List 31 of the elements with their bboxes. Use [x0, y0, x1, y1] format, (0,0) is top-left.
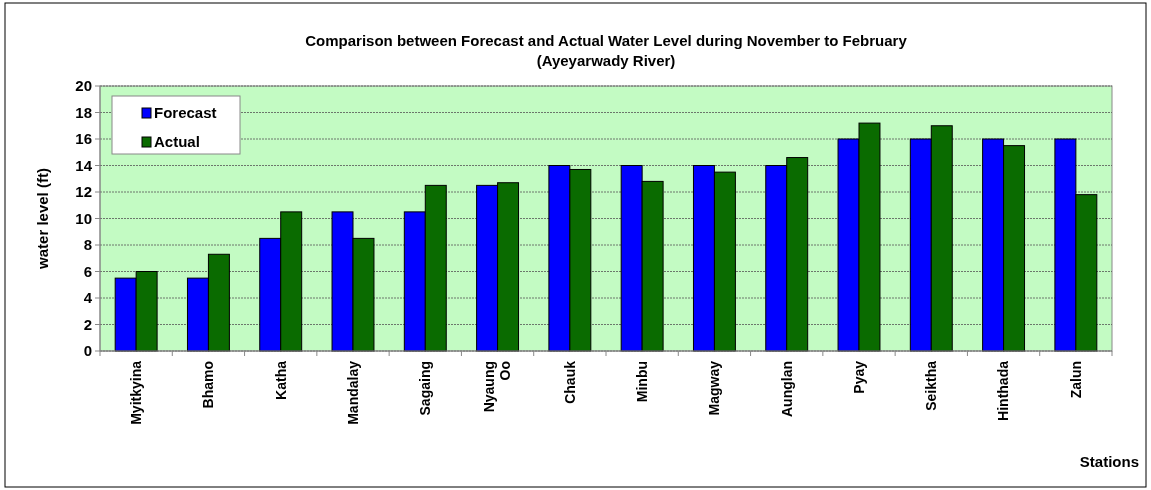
x-tick-label: Zalun [1067, 361, 1084, 399]
y-tick-label: 12 [75, 183, 92, 201]
x-tick-label: Magway [706, 360, 723, 416]
y-tick-label: 0 [83, 342, 92, 360]
x-tick-label: Katha [272, 360, 289, 400]
legend-label: Forecast [154, 104, 217, 122]
x-tick-label: Mandalay [344, 360, 361, 425]
x-tick-label: Hinthada [995, 360, 1012, 421]
y-tick-label: 20 [75, 77, 92, 95]
y-tick-label: 16 [75, 130, 92, 148]
y-tick-label: 14 [75, 156, 93, 174]
chart-subtitle: (Ayeyarwady River) [536, 52, 676, 69]
y-axis-title: water level (ft) [34, 168, 51, 270]
y-tick-label: 18 [75, 103, 92, 121]
y-tick-label: 10 [75, 209, 92, 227]
chart-title: Comparison between Forecast and Actual Water Level during November to February [305, 32, 908, 49]
x-tick-label: Minbu [634, 361, 651, 403]
x-tick-label: Pyay [850, 360, 867, 394]
x-tick-label: Chauk [561, 360, 578, 404]
x-tick-label: Myitkyina [128, 360, 145, 425]
x-tick-label: Sagaing [417, 361, 434, 416]
x-tick-label: Bhamo [200, 361, 217, 409]
y-tick-label: 2 [83, 315, 92, 333]
x-tick-label: Seiktha [923, 360, 940, 411]
y-tick-label: 6 [83, 262, 92, 280]
legend-label: Actual [154, 133, 200, 151]
x-axis-title: Stations [1079, 453, 1139, 470]
x-tick-label: Aunglan [778, 361, 795, 417]
x-tick-label: Nyaung Oo [481, 361, 514, 413]
y-tick-label: 8 [83, 236, 92, 254]
y-tick-label: 4 [83, 289, 93, 307]
